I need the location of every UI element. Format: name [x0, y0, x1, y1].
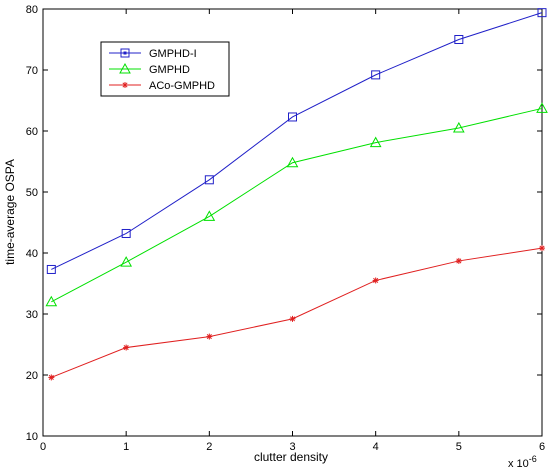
y-tick-label: 30 — [26, 309, 38, 321]
legend-marker — [122, 82, 128, 88]
data-point — [46, 264, 56, 274]
legend-marker — [120, 48, 130, 58]
data-point — [45, 295, 58, 307]
y-tick-label: 50 — [26, 187, 38, 199]
y-tick-label: 20 — [26, 370, 38, 382]
series-gmphd-i — [46, 8, 547, 274]
series-gmphd — [45, 102, 548, 307]
x-axis-multiplier-exponent: -6 — [529, 454, 537, 464]
legend-label: GMPHD — [149, 64, 190, 76]
x-tick-label: 4 — [373, 441, 379, 453]
data-point — [289, 315, 296, 322]
legend-marker-center — [123, 51, 127, 55]
y-axis-label: time-average OSPA — [3, 159, 17, 265]
data-point — [206, 333, 213, 340]
series-line — [51, 12, 543, 270]
x-tick-label: 3 — [289, 441, 295, 453]
y-tick-label: 80 — [26, 4, 38, 16]
data-point — [539, 245, 545, 252]
x-tick-label: 5 — [456, 441, 462, 453]
y-tick-label: 10 — [26, 431, 38, 443]
legend-marker — [119, 62, 131, 74]
data-point — [48, 374, 55, 381]
legend-label: GMPHD-I — [149, 48, 197, 60]
x-tick-label: 6 — [539, 441, 545, 453]
axis-ticks: 0 1 2 3 4 5 6 10 20 30 40 50 60 70 80 — [26, 4, 545, 453]
data-point — [536, 102, 548, 113]
legend-item: GMPHD — [109, 62, 190, 76]
data-point — [454, 35, 464, 44]
series-line — [51, 107, 543, 303]
data-point — [121, 228, 131, 238]
x-tick-label: 1 — [123, 441, 129, 453]
legend-item: ACo-GMPHD — [109, 80, 215, 92]
data-point — [204, 175, 214, 185]
y-tick-label: 60 — [26, 126, 38, 138]
data-point — [288, 112, 297, 122]
data-point — [537, 8, 547, 18]
series-layer — [45, 8, 548, 381]
data-point — [372, 277, 379, 284]
data-point — [455, 257, 462, 264]
series-aco-gmphd — [48, 245, 545, 381]
legend: GMPHD-I GMPHD ACo-GMPHD — [100, 41, 230, 97]
data-point — [371, 70, 381, 80]
data-point — [452, 121, 465, 133]
x-axis-multiplier: x 10-6 — [508, 454, 537, 470]
legend-item: GMPHD-I — [109, 48, 197, 60]
x-tick-label: 0 — [40, 441, 46, 453]
x-axis-multiplier-base: x 10 — [508, 458, 529, 470]
data-point — [203, 210, 216, 221]
x-tick-label: 2 — [206, 441, 212, 453]
data-point — [120, 256, 133, 267]
legend-label: ACo-GMPHD — [149, 80, 215, 92]
data-point — [123, 344, 130, 351]
data-point — [286, 156, 299, 168]
y-tick-label: 70 — [26, 65, 38, 77]
x-axis-label: clutter density — [254, 450, 328, 464]
y-tick-label: 40 — [26, 248, 38, 260]
data-point — [369, 136, 382, 148]
